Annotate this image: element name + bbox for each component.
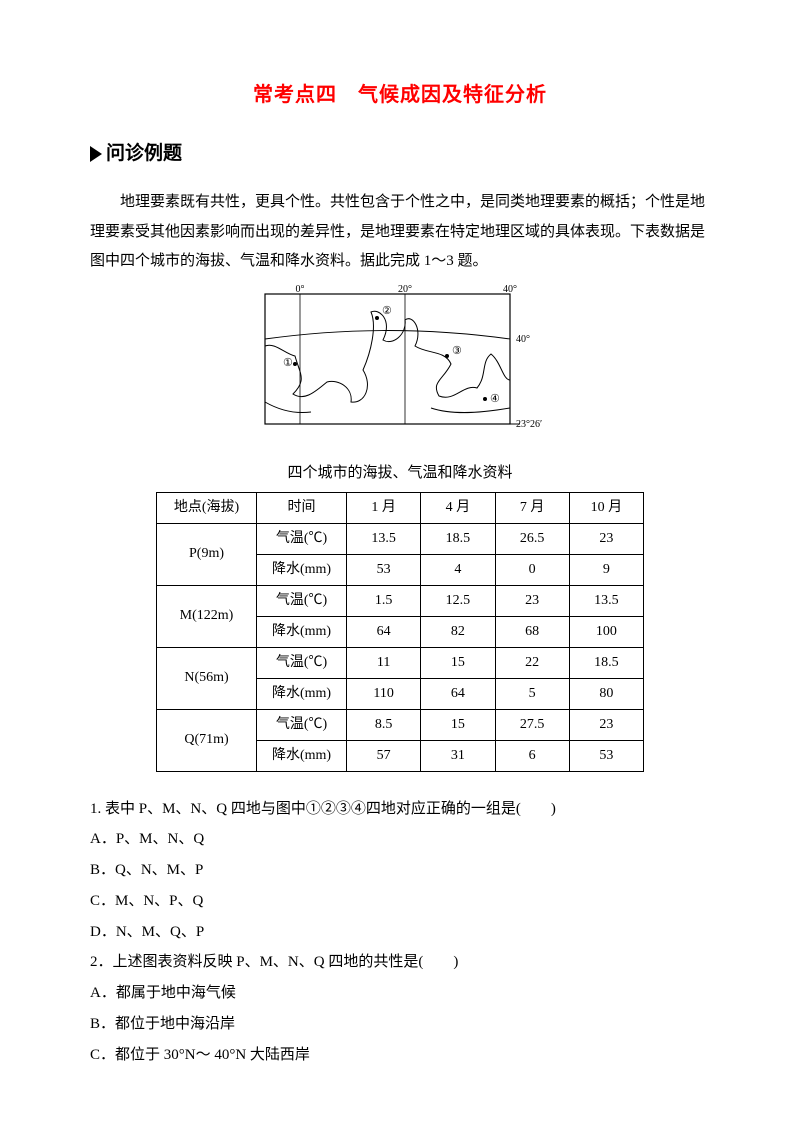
cell: 100 xyxy=(569,616,643,647)
th-time: 时间 xyxy=(257,492,347,523)
lng-40-label: 40° xyxy=(503,284,517,295)
lat-2326-label: 23°26′ xyxy=(516,419,542,430)
q1-option-a: A．P、M、N、Q xyxy=(90,824,710,855)
measure-label: 降水(mm) xyxy=(257,678,347,709)
page-root: 常考点四 气候成因及特征分析 问诊例题 地理要素既有共性，更具个性。共性包含于个… xyxy=(0,0,800,1132)
measure-label: 气温(℃) xyxy=(257,647,347,678)
question-block: 1. 表中 P、M、N、Q 四地与图中①②③④四地对应正确的一组是( ) A．P… xyxy=(90,794,710,1071)
q2-stem: 2．上述图表资料反映 P、M、N、Q 四地的共性是( ) xyxy=(90,947,710,978)
section-header-text: 问诊例题 xyxy=(106,139,182,168)
point-2-label: ② xyxy=(382,305,392,317)
cell: 15 xyxy=(421,709,495,740)
th-loc: 地点(海拔) xyxy=(157,492,257,523)
table-row: Q(71m) 气温(℃) 8.5 15 27.5 23 xyxy=(157,709,644,740)
q2-option-b: B．都位于地中海沿岸 xyxy=(90,1009,710,1040)
measure-label: 降水(mm) xyxy=(257,554,347,585)
th-m4: 4 月 xyxy=(421,492,495,523)
cell: 15 xyxy=(421,647,495,678)
cell: 80 xyxy=(569,678,643,709)
point-3-label: ③ xyxy=(452,345,462,357)
cell: 1.5 xyxy=(347,585,421,616)
point-1-label: ① xyxy=(283,357,293,369)
table-row: N(56m) 气温(℃) 11 15 22 18.5 xyxy=(157,647,644,678)
table-caption: 四个城市的海拔、气温和降水资料 xyxy=(90,462,710,485)
cell: 4 xyxy=(421,554,495,585)
cell: 31 xyxy=(421,740,495,771)
lng-20-label: 20° xyxy=(398,284,412,295)
cell: 110 xyxy=(347,678,421,709)
cell: 18.5 xyxy=(569,647,643,678)
cell: 22 xyxy=(495,647,569,678)
cell: 27.5 xyxy=(495,709,569,740)
cell: 64 xyxy=(421,678,495,709)
q1-option-c: C．M、N、P、Q xyxy=(90,886,710,917)
climate-table: 地点(海拔) 时间 1 月 4 月 7 月 10 月 P(9m) 气温(℃) 1… xyxy=(156,492,644,772)
cell: 23 xyxy=(495,585,569,616)
q1-option-b: B．Q、N、M、P xyxy=(90,855,710,886)
table-row: M(122m) 气温(℃) 1.5 12.5 23 13.5 xyxy=(157,585,644,616)
table-header-row: 地点(海拔) 时间 1 月 4 月 7 月 10 月 xyxy=(157,492,644,523)
measure-label: 降水(mm) xyxy=(257,616,347,647)
cell: 13.5 xyxy=(347,523,421,554)
cell: 26.5 xyxy=(495,523,569,554)
loc-q: Q(71m) xyxy=(157,709,257,771)
lat-40-label: 40° xyxy=(516,334,530,345)
measure-label: 气温(℃) xyxy=(257,523,347,554)
intro-paragraph: 地理要素既有共性，更具个性。共性包含于个性之中，是同类地理要素的概括；个性是地理… xyxy=(90,188,710,276)
cell: 11 xyxy=(347,647,421,678)
cell: 18.5 xyxy=(421,523,495,554)
mediterranean-map-icon: 0° 20° 40° 40° 23°26′ ① ② ③ ④ xyxy=(255,284,545,444)
cell: 53 xyxy=(347,554,421,585)
q2-option-c: C．都位于 30°N～ 40°N 大陆西岸 xyxy=(90,1040,710,1071)
cell: 13.5 xyxy=(569,585,643,616)
cell: 6 xyxy=(495,740,569,771)
measure-label: 气温(℃) xyxy=(257,709,347,740)
th-m7: 7 月 xyxy=(495,492,569,523)
cell: 68 xyxy=(495,616,569,647)
measure-label: 气温(℃) xyxy=(257,585,347,616)
th-m10: 10 月 xyxy=(569,492,643,523)
cell: 64 xyxy=(347,616,421,647)
triangle-icon xyxy=(90,146,102,162)
cell: 0 xyxy=(495,554,569,585)
lng-0-label: 0° xyxy=(296,284,305,295)
loc-m: M(122m) xyxy=(157,585,257,647)
cell: 57 xyxy=(347,740,421,771)
measure-label: 降水(mm) xyxy=(257,740,347,771)
page-title: 常考点四 气候成因及特征分析 xyxy=(90,80,710,111)
th-m1: 1 月 xyxy=(347,492,421,523)
q1-option-d: D．N、M、Q、P xyxy=(90,917,710,948)
section-header: 问诊例题 xyxy=(90,139,710,168)
cell: 23 xyxy=(569,523,643,554)
cell: 53 xyxy=(569,740,643,771)
map-figure: 0° 20° 40° 40° 23°26′ ① ② ③ ④ xyxy=(90,284,710,452)
cell: 12.5 xyxy=(421,585,495,616)
cell: 8.5 xyxy=(347,709,421,740)
table-row: P(9m) 气温(℃) 13.5 18.5 26.5 23 xyxy=(157,523,644,554)
cell: 82 xyxy=(421,616,495,647)
q1-stem: 1. 表中 P、M、N、Q 四地与图中①②③④四地对应正确的一组是( ) xyxy=(90,794,710,825)
loc-n: N(56m) xyxy=(157,647,257,709)
point-4-label: ④ xyxy=(490,393,500,405)
q2-option-a: A．都属于地中海气候 xyxy=(90,978,710,1009)
cell: 5 xyxy=(495,678,569,709)
cell: 23 xyxy=(569,709,643,740)
loc-p: P(9m) xyxy=(157,523,257,585)
cell: 9 xyxy=(569,554,643,585)
